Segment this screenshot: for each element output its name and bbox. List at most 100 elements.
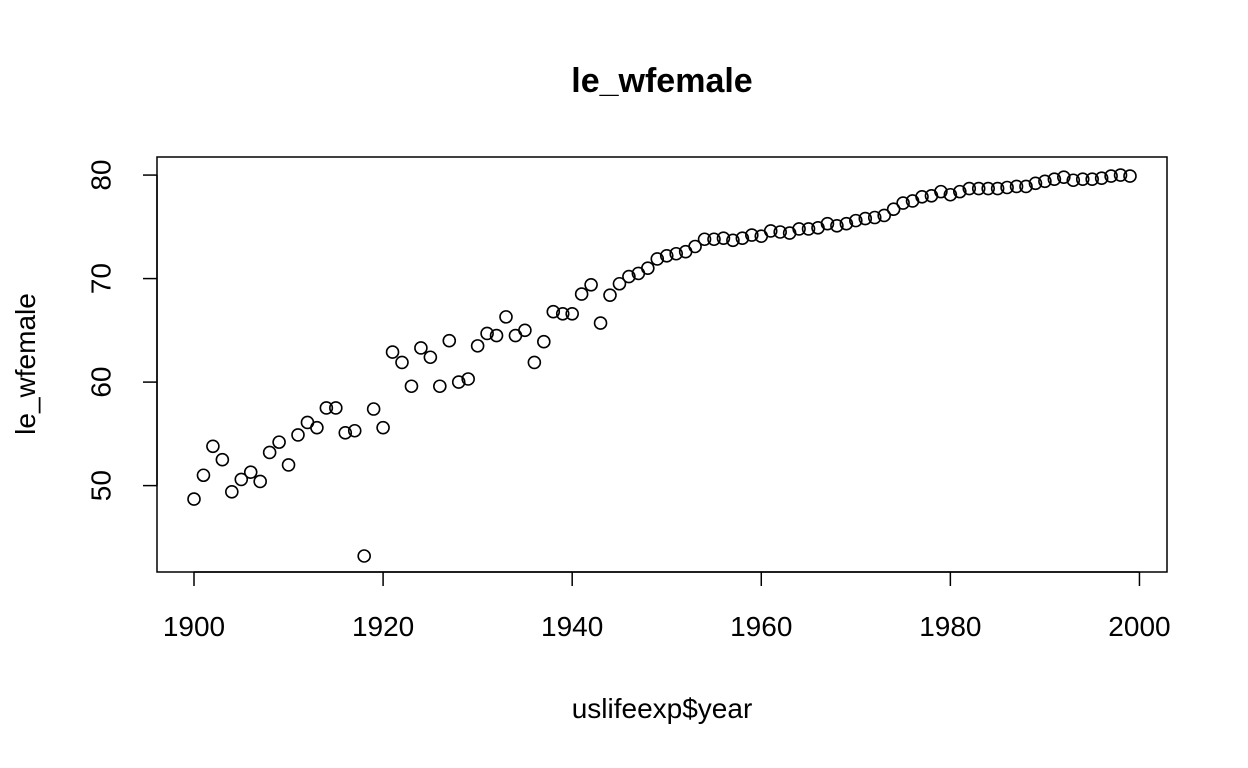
data-points	[187, 168, 1137, 563]
data-point	[886, 202, 901, 217]
data-point	[442, 333, 457, 348]
x-tick-label: 1960	[730, 611, 792, 642]
data-point	[1066, 173, 1081, 188]
data-point	[281, 458, 296, 472]
data-point	[1104, 169, 1118, 183]
data-point	[376, 420, 390, 435]
data-point	[385, 345, 400, 359]
data-point	[849, 213, 863, 228]
data-point	[943, 187, 958, 202]
data-point	[1000, 180, 1014, 195]
data-point	[839, 216, 854, 231]
x-tick-label: 2000	[1108, 611, 1170, 642]
data-point	[707, 232, 721, 247]
data-point	[243, 465, 258, 479]
data-point	[1075, 172, 1090, 187]
data-point	[915, 190, 929, 204]
data-point	[934, 184, 948, 199]
data-point	[726, 233, 740, 248]
data-point	[527, 355, 542, 370]
data-point	[414, 341, 428, 355]
data-point	[584, 277, 598, 292]
data-point	[716, 231, 731, 246]
data-point	[555, 306, 570, 321]
data-point	[329, 401, 343, 415]
data-point	[622, 269, 636, 284]
data-point	[669, 246, 683, 261]
data-point	[745, 228, 759, 242]
data-point	[773, 225, 787, 239]
data-point	[546, 304, 561, 319]
data-point	[347, 423, 362, 438]
data-point	[206, 439, 220, 454]
data-point	[830, 218, 844, 233]
data-point	[896, 196, 910, 210]
data-point	[735, 231, 750, 246]
data-point	[593, 316, 608, 330]
data-point	[480, 326, 494, 341]
data-point	[603, 288, 617, 302]
data-point	[470, 339, 485, 353]
data-point	[763, 224, 778, 238]
data-point	[801, 222, 816, 236]
data-point	[319, 401, 334, 415]
data-point	[357, 549, 371, 563]
chart-title: le_wfemale	[571, 62, 752, 100]
data-point	[187, 492, 201, 506]
data-point	[990, 181, 1005, 196]
data-point	[641, 261, 655, 276]
y-tick-label: 70	[86, 263, 117, 294]
data-point	[1057, 170, 1071, 184]
data-point	[215, 452, 230, 467]
data-point	[792, 222, 806, 236]
data-point	[499, 310, 513, 324]
data-point	[688, 239, 702, 254]
data-point	[234, 472, 249, 487]
data-point	[981, 181, 995, 196]
data-point	[395, 355, 409, 370]
y-tick-label: 50	[86, 470, 117, 501]
data-point	[537, 334, 551, 349]
x-tick-label: 1940	[541, 611, 603, 642]
data-point	[953, 184, 967, 199]
y-tick-label: 80	[86, 159, 117, 190]
data-point	[291, 428, 305, 442]
data-point	[404, 379, 419, 394]
data-point	[867, 210, 882, 225]
data-point	[971, 181, 986, 196]
data-point	[1123, 169, 1137, 183]
y-axis-label: le_wfemale	[10, 293, 41, 435]
data-point	[253, 474, 267, 489]
data-point	[338, 426, 353, 440]
x-axis-label: uslifeexp$year	[572, 693, 753, 724]
data-point	[650, 252, 665, 266]
x-tick-label: 1900	[163, 611, 225, 642]
data-point	[1038, 174, 1052, 189]
data-point	[1113, 168, 1128, 182]
data-point	[310, 420, 324, 435]
data-point	[489, 328, 504, 343]
x-axis: 1900 1920 1940 1960 1980 2000	[163, 571, 1171, 642]
data-point	[877, 208, 891, 223]
data-point	[565, 306, 579, 321]
data-point	[262, 445, 277, 460]
data-point	[659, 249, 674, 263]
data-point	[433, 379, 447, 394]
data-point	[272, 435, 286, 449]
plot-frame	[156, 156, 1168, 573]
x-tick-label: 1980	[919, 611, 981, 642]
data-point	[1085, 172, 1099, 187]
data-point	[697, 232, 712, 247]
y-tick-label: 60	[86, 367, 117, 398]
data-point	[1028, 176, 1043, 191]
data-point	[196, 468, 211, 483]
data-point	[820, 216, 835, 231]
data-point	[858, 211, 873, 226]
data-point	[612, 276, 627, 291]
data-point	[518, 323, 532, 338]
data-point	[1019, 179, 1033, 194]
x-tick-label: 1920	[352, 611, 414, 642]
data-point	[1009, 179, 1024, 194]
data-point	[366, 402, 381, 416]
